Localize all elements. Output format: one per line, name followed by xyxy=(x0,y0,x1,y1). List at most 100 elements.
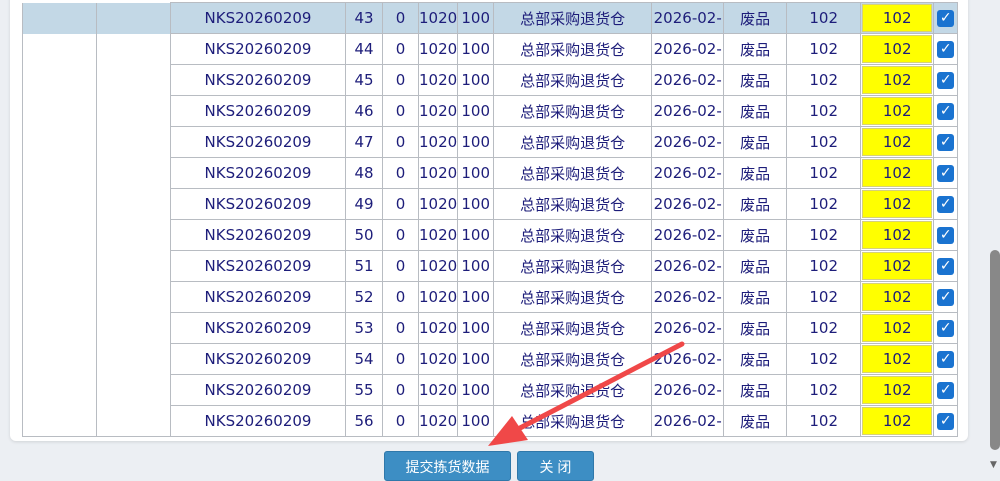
row-checkbox[interactable]: ✓ xyxy=(937,41,955,58)
cell-qty: 102 xyxy=(786,312,862,344)
cell-order: NKS20260209 xyxy=(170,95,346,127)
table-row[interactable]: NKS20260209 48 0 1020 100 总部采购退货仓 2026-02- 废品 10… xyxy=(22,157,959,189)
pick-qty-input[interactable]: 102 xyxy=(862,97,933,125)
cell-type: 废品 xyxy=(723,33,788,65)
scrollbar[interactable] xyxy=(986,0,1000,478)
pick-qty-input[interactable]: 102 xyxy=(862,128,933,156)
close-button[interactable]: 关 闭 xyxy=(517,451,594,481)
pick-qty-input[interactable]: 102 xyxy=(862,159,933,187)
cell-order: NKS20260209 xyxy=(170,343,346,375)
cell-check[interactable]: ✓ xyxy=(933,33,959,65)
cell-check[interactable]: ✓ xyxy=(933,188,959,220)
row-checkbox[interactable]: ✓ xyxy=(937,134,955,151)
row-checkbox[interactable]: ✓ xyxy=(937,72,955,89)
pick-qty-input[interactable]: 102 xyxy=(862,314,933,342)
row-checkbox[interactable]: ✓ xyxy=(937,258,955,275)
pick-qty-input[interactable]: 102 xyxy=(862,376,933,404)
pick-qty-input[interactable]: 102 xyxy=(862,4,933,32)
cell-date: 2026-02- xyxy=(651,250,725,282)
cell-date: 2026-02- xyxy=(651,33,725,65)
cell-check[interactable]: ✓ xyxy=(933,64,959,96)
cell-pick[interactable]: 102 xyxy=(860,95,935,127)
cell-line: 48 xyxy=(345,157,383,189)
cell-pick[interactable]: 102 xyxy=(860,2,935,34)
cell-pick[interactable]: 102 xyxy=(860,188,935,220)
row-checkbox[interactable]: ✓ xyxy=(937,413,955,430)
cell-type: 废品 xyxy=(723,343,788,375)
row-checkbox[interactable]: ✓ xyxy=(937,10,955,27)
blank-cell xyxy=(22,64,97,96)
pick-qty-input[interactable]: 102 xyxy=(862,221,933,249)
pick-qty-input[interactable]: 102 xyxy=(862,66,933,94)
table-row[interactable]: NKS20260209 56 0 1020 100 总部采购退货仓 2026-02- 废品 10… xyxy=(22,405,959,437)
cell-c3: 100 xyxy=(457,281,495,313)
row-checkbox[interactable]: ✓ xyxy=(937,320,955,337)
cell-c1: 0 xyxy=(382,126,419,158)
scroll-down-icon[interactable]: ▼ xyxy=(990,460,997,470)
cell-pick[interactable]: 102 xyxy=(860,405,935,437)
cell-check[interactable]: ✓ xyxy=(933,281,959,313)
cell-check[interactable]: ✓ xyxy=(933,2,959,34)
submit-picking-button[interactable]: 提交拣货数据 xyxy=(384,451,511,481)
table-row[interactable]: NKS20260209 54 0 1020 100 总部采购退货仓 2026-02- 废品 10… xyxy=(22,343,959,375)
cell-check[interactable]: ✓ xyxy=(933,312,959,344)
cell-pick[interactable]: 102 xyxy=(860,33,935,65)
cell-pick[interactable]: 102 xyxy=(860,343,935,375)
cell-check[interactable]: ✓ xyxy=(933,250,959,282)
blank-cell xyxy=(96,64,171,96)
cell-check[interactable]: ✓ xyxy=(933,95,959,127)
cell-check[interactable]: ✓ xyxy=(933,157,959,189)
table-row[interactable]: NKS20260209 53 0 1020 100 总部采购退货仓 2026-02- 废品 10… xyxy=(22,312,959,344)
pick-qty-input[interactable]: 102 xyxy=(862,283,933,311)
row-checkbox[interactable]: ✓ xyxy=(937,103,955,120)
cell-type: 废品 xyxy=(723,157,788,189)
cell-pick[interactable]: 102 xyxy=(860,219,935,251)
scrollbar-thumb[interactable] xyxy=(990,250,1000,450)
table-row[interactable]: NKS20260209 43 0 1020 100 总部采购退货仓 2026-02- 废品 10… xyxy=(22,2,959,34)
row-checkbox[interactable]: ✓ xyxy=(937,165,955,182)
row-checkbox[interactable]: ✓ xyxy=(937,227,955,244)
table-row[interactable]: NKS20260209 45 0 1020 100 总部采购退货仓 2026-02- 废品 10… xyxy=(22,64,959,96)
cell-line: 54 xyxy=(345,343,383,375)
cell-c2: 1020 xyxy=(417,157,459,189)
cell-type: 废品 xyxy=(723,2,788,34)
cell-check[interactable]: ✓ xyxy=(933,126,959,158)
cell-pick[interactable]: 102 xyxy=(860,374,935,406)
cell-check[interactable]: ✓ xyxy=(933,343,959,375)
cell-pick[interactable]: 102 xyxy=(860,281,935,313)
table-row[interactable]: NKS20260209 51 0 1020 100 总部采购退货仓 2026-02- 废品 10… xyxy=(22,250,959,282)
cell-pick[interactable]: 102 xyxy=(860,250,935,282)
pick-qty-input[interactable]: 102 xyxy=(862,345,933,373)
cell-c2: 1020 xyxy=(417,33,459,65)
row-checkbox[interactable]: ✓ xyxy=(937,289,955,306)
cell-order: NKS20260209 xyxy=(170,405,346,437)
table-row[interactable]: NKS20260209 55 0 1020 100 总部采购退货仓 2026-02- 废品 10… xyxy=(22,374,959,406)
blank-cell xyxy=(22,312,97,344)
pick-qty-input[interactable]: 102 xyxy=(862,35,933,63)
pick-qty-input[interactable]: 102 xyxy=(862,190,933,218)
pick-qty-input[interactable]: 102 xyxy=(862,407,933,435)
row-checkbox[interactable]: ✓ xyxy=(937,382,955,399)
table-row[interactable]: NKS20260209 49 0 1020 100 总部采购退货仓 2026-02- 废品 10… xyxy=(22,188,959,220)
table-row[interactable]: NKS20260209 52 0 1020 100 总部采购退货仓 2026-02- 废品 10… xyxy=(22,281,959,313)
cell-line: 45 xyxy=(345,64,383,96)
table-row[interactable]: NKS20260209 50 0 1020 100 总部采购退货仓 2026-02- 废品 10… xyxy=(22,219,959,251)
cell-c1: 0 xyxy=(382,95,419,127)
table-row[interactable]: NKS20260209 47 0 1020 100 总部采购退货仓 2026-02- 废品 10… xyxy=(22,126,959,158)
cell-c3: 100 xyxy=(457,343,495,375)
cell-pick[interactable]: 102 xyxy=(860,64,935,96)
cell-qty: 102 xyxy=(786,219,862,251)
cell-check[interactable]: ✓ xyxy=(933,374,959,406)
cell-pick[interactable]: 102 xyxy=(860,126,935,158)
row-checkbox[interactable]: ✓ xyxy=(937,351,955,368)
blank-cell xyxy=(22,188,97,220)
row-checkbox[interactable]: ✓ xyxy=(937,196,955,213)
cell-pick[interactable]: 102 xyxy=(860,312,935,344)
cell-pick[interactable]: 102 xyxy=(860,157,935,189)
cell-check[interactable]: ✓ xyxy=(933,219,959,251)
table-row[interactable]: NKS20260209 44 0 1020 100 总部采购退货仓 2026-02- 废品 10… xyxy=(22,33,959,65)
pick-qty-input[interactable]: 102 xyxy=(862,252,933,280)
cell-check[interactable]: ✓ xyxy=(933,405,959,437)
blank-cell xyxy=(96,33,171,65)
table-row[interactable]: NKS20260209 46 0 1020 100 总部采购退货仓 2026-02- 废品 10… xyxy=(22,95,959,127)
